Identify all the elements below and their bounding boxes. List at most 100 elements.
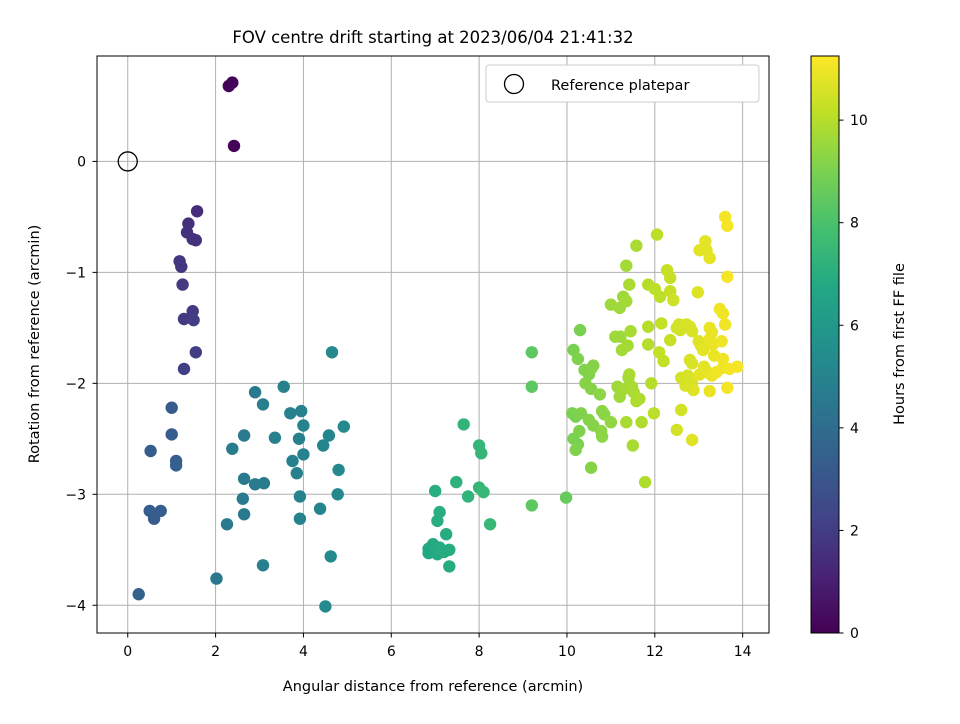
x-axis-ticks: 0 2 4 6 8 10 12 14 (123, 633, 752, 660)
colorbar-ticks: 0 2 4 6 8 10 (839, 113, 868, 642)
data-point (638, 475, 652, 489)
x-tick-label: 6 (387, 644, 396, 660)
data-point (187, 313, 200, 327)
data-point (657, 354, 670, 368)
data-point (716, 307, 730, 320)
data-point (190, 205, 204, 218)
data-point (681, 369, 694, 382)
data-point (584, 461, 598, 474)
data-point (443, 543, 456, 556)
reference-marker-layer (117, 151, 138, 172)
data-point (685, 433, 699, 447)
x-axis-label: Angular distance from reference (arcmin) (283, 679, 583, 695)
data-point (642, 338, 655, 351)
data-point (630, 239, 643, 252)
y-tick-label: −4 (65, 598, 86, 614)
data-point (573, 323, 587, 337)
colorbar-tick-label: 2 (850, 523, 859, 539)
data-point (237, 508, 251, 521)
plot-area-frame (96, 55, 770, 634)
data-point (645, 377, 658, 390)
data-point (623, 278, 636, 291)
grid-lines (97, 56, 769, 633)
data-point (623, 368, 636, 381)
data-point (440, 528, 453, 541)
data-point (685, 357, 699, 370)
data-point (220, 518, 234, 531)
data-point (257, 477, 271, 490)
colorbar-tick-label: 6 (850, 318, 859, 334)
y-axis-ticks: −4 −3 −2 −1 0 (65, 154, 97, 614)
colorbar-tick-label: 0 (850, 626, 859, 642)
data-point (569, 443, 582, 457)
colorbar-gradient (810, 55, 840, 634)
y-tick-label: −1 (65, 265, 86, 281)
data-point (721, 219, 734, 232)
data-point (297, 419, 310, 432)
data-point (189, 234, 202, 247)
data-point (621, 339, 634, 352)
data-point (297, 448, 310, 461)
data-point (332, 463, 345, 477)
data-point (731, 360, 744, 373)
data-point (268, 431, 282, 444)
data-point (655, 317, 668, 330)
data-point (154, 504, 167, 518)
x-tick-label: 0 (123, 644, 132, 660)
data-point (691, 286, 704, 299)
data-point (226, 442, 239, 455)
data-point (457, 418, 470, 431)
data-point (620, 416, 633, 429)
data-point (593, 388, 607, 401)
x-tick-label: 2 (211, 644, 220, 660)
data-point (317, 439, 330, 452)
x-tick-label: 14 (734, 644, 752, 660)
data-point (256, 559, 270, 572)
data-point (696, 343, 710, 357)
data-point (284, 407, 297, 420)
data-point (337, 420, 350, 433)
data-point (290, 467, 303, 480)
data-point (624, 325, 637, 338)
data-point (614, 330, 627, 343)
data-point (293, 512, 307, 525)
data-point (226, 76, 239, 89)
data-point (650, 228, 664, 241)
data-point (324, 550, 337, 563)
y-tick-label: −2 (65, 376, 86, 392)
x-tick-label: 12 (646, 644, 664, 660)
data-point (705, 326, 719, 339)
data-point (483, 518, 497, 531)
data-point (653, 290, 667, 303)
data-point (176, 278, 189, 291)
data-point (664, 271, 677, 285)
data-point (620, 259, 633, 272)
legend-reference-marker (503, 73, 525, 95)
data-point (331, 488, 344, 501)
data-point (322, 429, 336, 442)
data-point (647, 407, 661, 420)
data-point (571, 352, 585, 366)
data-point (277, 380, 290, 393)
y-tick-label: −3 (65, 487, 86, 503)
y-axis-label: Rotation from reference (arcmin) (27, 225, 43, 464)
data-point (525, 380, 538, 393)
data-point (165, 428, 178, 441)
data-point (703, 384, 716, 398)
data-point (721, 270, 734, 283)
data-point (667, 293, 680, 307)
data-point (169, 459, 183, 472)
data-points (132, 76, 744, 613)
data-point (248, 386, 262, 399)
data-point (716, 352, 730, 366)
data-point (210, 572, 223, 585)
legend-box (485, 64, 760, 103)
x-tick-label: 10 (558, 644, 576, 660)
data-point (450, 475, 463, 489)
data-point (227, 139, 241, 153)
colorbar-tick-label: 4 (850, 421, 859, 437)
data-point (325, 346, 339, 359)
data-point (559, 491, 573, 504)
data-point (477, 485, 490, 499)
colorbar: 0 2 4 6 8 10 Hours from first FF file (810, 55, 908, 642)
